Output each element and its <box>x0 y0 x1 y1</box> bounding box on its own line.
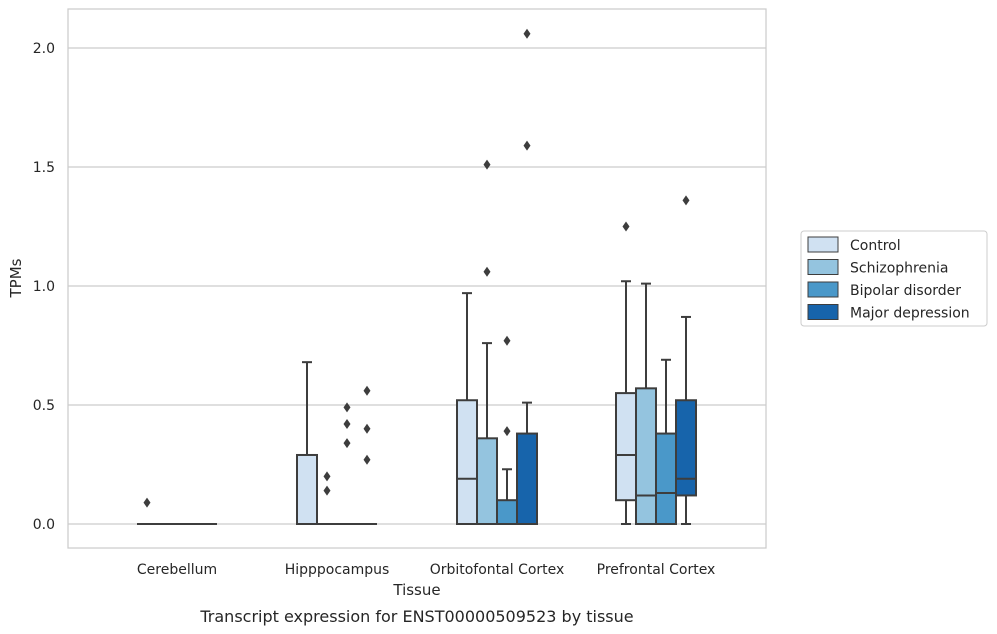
y-axis-title: TPMs <box>7 258 25 298</box>
outlier-point <box>343 438 351 449</box>
outlier-point <box>143 497 151 508</box>
outlier-point <box>323 471 331 482</box>
box <box>635 387 657 525</box>
legend-swatch <box>807 304 839 320</box>
outlier-point <box>483 159 491 170</box>
box <box>296 453 318 526</box>
legend-swatch <box>807 281 839 298</box>
outlier-point <box>363 385 371 396</box>
y-tick-label: 0.5 <box>33 398 55 414</box>
box-1-1 <box>317 471 337 525</box>
legend-label: Bipolar disorder <box>850 283 961 299</box>
box-2-1 <box>337 402 357 525</box>
legend-label: Major depression <box>850 306 970 322</box>
legend-label: Control <box>850 238 901 254</box>
x-axis-title: Tissue <box>392 581 440 599</box>
outlier-point <box>503 426 511 437</box>
box-1-2 <box>476 159 498 526</box>
legend-swatch <box>807 236 839 253</box>
legend: Control Schizophrenia Bipolar disorder Majo… <box>800 230 988 327</box>
box-3-3 <box>675 195 697 525</box>
y-tick-label: 0.0 <box>33 517 55 533</box>
chart-caption: Transcript expression for ENST0000050952… <box>199 607 633 626</box>
outlier-point <box>523 28 531 39</box>
box-2-3 <box>655 358 677 525</box>
box-0-0 <box>137 497 157 525</box>
box-3-1 <box>357 385 377 525</box>
outlier-point <box>363 423 371 434</box>
outlier-point <box>622 221 630 232</box>
outlier-point <box>523 140 531 151</box>
outlier-point <box>503 335 511 346</box>
box-3-2 <box>516 28 538 525</box>
outlier-point <box>343 402 351 413</box>
box <box>456 399 478 525</box>
box <box>655 432 677 525</box>
outlier-point <box>343 419 351 430</box>
legend-label: Schizophrenia <box>850 261 948 277</box>
x-tick-label: Cerebellum <box>137 562 217 578</box>
outlier-point <box>682 195 690 206</box>
outlier-point <box>323 485 331 496</box>
outlier-point <box>363 454 371 465</box>
box <box>675 399 697 497</box>
legend-frame <box>800 230 988 327</box>
legend-swatch <box>807 259 839 275</box>
box-0-1 <box>296 361 318 526</box>
box <box>476 437 498 526</box>
box <box>496 499 518 526</box>
outlier-point <box>483 266 491 277</box>
y-tick-label: 1.5 <box>33 160 55 176</box>
x-tick-label: Hipppocampus <box>285 562 390 578</box>
box <box>516 432 538 525</box>
y-axis: 0.0 0.5 1.0 1.5 2.0 <box>33 41 55 533</box>
x-tick-label: Prefrontal Cortex <box>597 562 716 578</box>
y-tick-label: 1.0 <box>33 279 55 295</box>
x-axis: Cerebellum Hipppocampus Orbitofontal Corte… <box>137 562 715 578</box>
box <box>615 392 637 502</box>
x-tick-label: Orbitofontal Cortex <box>430 562 565 578</box>
y-tick-label: 2.0 <box>33 41 55 57</box>
box-0-2 <box>456 292 478 525</box>
box-series <box>137 28 697 526</box>
